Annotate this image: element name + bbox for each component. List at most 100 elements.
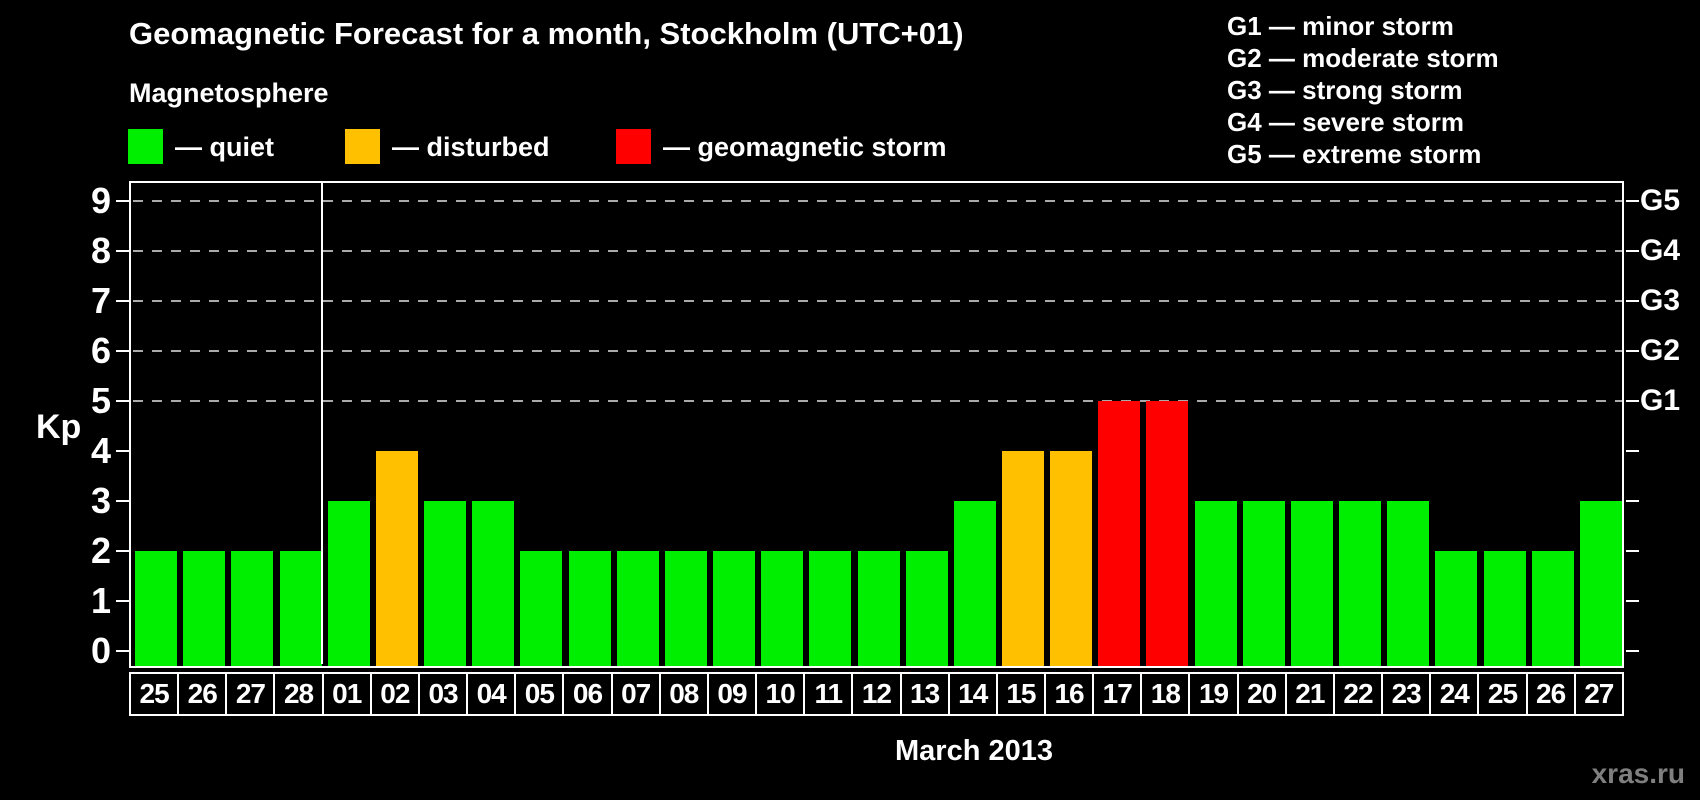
x-axis-month-label: March 2013 bbox=[895, 735, 1053, 767]
gridline-kp6 bbox=[133, 350, 1622, 352]
y-axis-tick-right bbox=[1626, 300, 1639, 302]
storm-color-swatch bbox=[616, 129, 651, 164]
right-axis-label-g4: G4 bbox=[1640, 234, 1681, 267]
gridline-kp9 bbox=[133, 200, 1622, 202]
right-axis-label-g1: G1 bbox=[1640, 384, 1681, 417]
month-boundary-line bbox=[320, 183, 323, 664]
y-axis-tick-left bbox=[116, 250, 129, 252]
day-label-cell: 02 bbox=[372, 674, 420, 714]
kp-bar-day-01 bbox=[327, 501, 370, 666]
kp-bar-day-09 bbox=[713, 551, 756, 666]
g-scale-legend-line: G1 — minor storm bbox=[1227, 11, 1454, 41]
day-label-cell: 06 bbox=[564, 674, 613, 714]
kp-bar-day-27 bbox=[231, 551, 274, 666]
day-label-cell: 26 bbox=[179, 674, 228, 714]
kp-bar-day-17 bbox=[1098, 401, 1141, 666]
kp-bar-day-21 bbox=[1290, 501, 1333, 666]
y-tick-label-3: 3 bbox=[90, 480, 111, 521]
y-axis-tick-left bbox=[116, 500, 129, 502]
day-label-cell: 22 bbox=[1335, 674, 1384, 714]
y-axis-tick-right bbox=[1626, 550, 1639, 552]
disturbed-color-swatch bbox=[345, 129, 380, 164]
kp-bar-day-19 bbox=[1194, 501, 1237, 666]
kp-bar-day-13 bbox=[905, 551, 948, 666]
y-axis-tick-left bbox=[116, 350, 129, 352]
y-axis-tick-left bbox=[116, 450, 129, 452]
day-label-cell: 07 bbox=[613, 674, 661, 714]
day-label-cell: 13 bbox=[902, 674, 950, 714]
y-tick-label-8: 8 bbox=[90, 230, 111, 271]
day-label-cell: 15 bbox=[998, 674, 1046, 714]
day-label-cell: 04 bbox=[468, 674, 517, 714]
day-label-cell: 03 bbox=[420, 674, 469, 714]
kp-bar-day-25 bbox=[135, 551, 178, 666]
right-axis-label-g3: G3 bbox=[1640, 284, 1681, 317]
y-axis-tick-left bbox=[116, 300, 129, 302]
kp-bar-day-05 bbox=[520, 551, 563, 666]
y-axis-tick-right bbox=[1626, 350, 1639, 352]
day-label-cell: 11 bbox=[805, 674, 854, 714]
quiet-legend-label: — quiet bbox=[175, 132, 274, 162]
y-tick-label-9: 9 bbox=[90, 180, 111, 221]
chart-title: Geomagnetic Forecast for a month, Stockh… bbox=[129, 16, 964, 51]
kp-bar-day-24 bbox=[1435, 551, 1478, 666]
right-axis-label-g2: G2 bbox=[1640, 334, 1681, 367]
day-label-cell: 18 bbox=[1142, 674, 1191, 714]
right-axis-label-g5: G5 bbox=[1640, 184, 1681, 217]
y-tick-label-0: 0 bbox=[90, 630, 111, 671]
kp-bar-day-18 bbox=[1146, 401, 1189, 666]
g-scale-legend: G1 — minor storm G2 — moderate storm G3 — … bbox=[1227, 10, 1499, 170]
gridline-kp5 bbox=[133, 400, 1622, 402]
g-scale-legend-line: G3 — strong storm bbox=[1227, 75, 1463, 105]
day-label-cell: 01 bbox=[324, 674, 372, 714]
kp-bar-day-16 bbox=[1050, 451, 1093, 666]
day-label-cell: 19 bbox=[1190, 674, 1239, 714]
y-axis-tick-left bbox=[116, 550, 129, 552]
plot-area-border bbox=[129, 181, 1624, 668]
day-label-cell: 27 bbox=[227, 674, 276, 714]
y-axis-label: Kp bbox=[36, 408, 82, 446]
kp-bar-day-20 bbox=[1242, 501, 1285, 666]
kp-bar-day-26 bbox=[183, 551, 226, 666]
day-label-cell: 25 bbox=[131, 674, 180, 714]
kp-bar-day-23 bbox=[1387, 501, 1430, 666]
day-label-cell: 14 bbox=[950, 674, 998, 714]
day-label-cell: 20 bbox=[1239, 674, 1287, 714]
kp-bar-day-25 bbox=[1483, 551, 1526, 666]
day-label-cell: 08 bbox=[661, 674, 709, 714]
y-tick-label-6: 6 bbox=[90, 330, 111, 371]
gridline-kp7 bbox=[133, 300, 1622, 302]
y-axis-tick-right bbox=[1626, 450, 1639, 452]
kp-bar-day-12 bbox=[857, 551, 900, 666]
y-axis-tick-left bbox=[116, 400, 129, 402]
kp-bar-day-26 bbox=[1531, 551, 1574, 666]
day-label-cell: 16 bbox=[1046, 674, 1095, 714]
day-label-cell: 25 bbox=[1479, 674, 1528, 714]
y-axis-tick-right bbox=[1626, 650, 1639, 652]
g-scale-legend-line: G2 — moderate storm bbox=[1227, 43, 1499, 73]
y-axis-tick-left bbox=[116, 650, 129, 652]
storm-legend-label: — geomagnetic storm bbox=[663, 132, 947, 162]
kp-bar-day-02 bbox=[375, 451, 418, 666]
day-label-cell: 27 bbox=[1584, 678, 1614, 709]
kp-bar-day-06 bbox=[568, 551, 611, 666]
y-tick-label-1: 1 bbox=[90, 580, 111, 621]
quiet-color-swatch bbox=[128, 129, 163, 164]
kp-bar-day-10 bbox=[761, 551, 804, 666]
day-label-cell: 10 bbox=[757, 674, 806, 714]
kp-bar-day-22 bbox=[1339, 501, 1382, 666]
day-label-cell: 09 bbox=[709, 674, 758, 714]
disturbed-legend-label: — disturbed bbox=[392, 132, 550, 162]
day-label-cell: 24 bbox=[1431, 674, 1480, 714]
y-tick-label-4: 4 bbox=[90, 430, 111, 471]
watermark: xras.ru bbox=[1591, 758, 1685, 789]
y-tick-label-7: 7 bbox=[90, 280, 111, 321]
magnetosphere-legend-title: Magnetosphere bbox=[129, 78, 329, 108]
kp-bar-day-07 bbox=[616, 551, 659, 666]
kp-bar-day-08 bbox=[664, 551, 707, 666]
y-axis-tick-right bbox=[1626, 400, 1639, 402]
gridline-kp8 bbox=[133, 250, 1622, 252]
day-label-cell: 12 bbox=[853, 674, 902, 714]
day-label-cell: 23 bbox=[1383, 674, 1432, 714]
